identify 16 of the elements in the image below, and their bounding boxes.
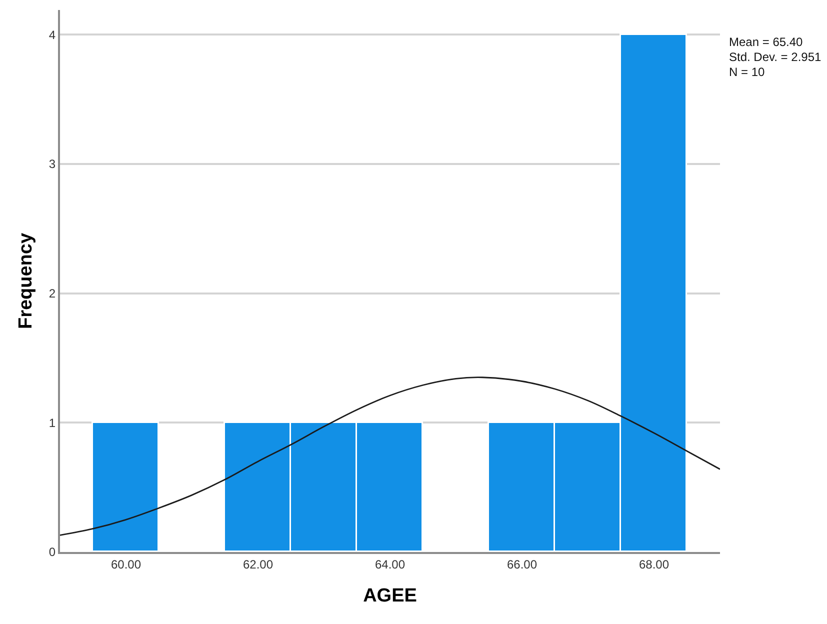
- y-axis-title: Frequency: [15, 232, 36, 330]
- x-tick-label: 62.00: [242, 557, 274, 572]
- y-tick-label: 2: [48, 286, 56, 300]
- y-tick-label: 3: [48, 157, 56, 172]
- x-axis-title: AGEE: [363, 586, 417, 607]
- y-tick-label: 1: [48, 416, 56, 430]
- x-tick-label: 68.00: [638, 557, 670, 572]
- y-tick-label: 0: [48, 545, 56, 560]
- text: Std. Dev. = 2.951: [729, 50, 822, 64]
- line-series: [60, 376, 720, 536]
- x-tick-label: 60.00: [110, 557, 142, 572]
- y-tick-label: 4: [48, 28, 56, 42]
- text: N = 10: [729, 65, 766, 79]
- x-tick-label: 64.00: [374, 557, 406, 572]
- text: Mean = 65.40: [729, 35, 804, 49]
- x-tick-label: 66.00: [506, 557, 538, 572]
